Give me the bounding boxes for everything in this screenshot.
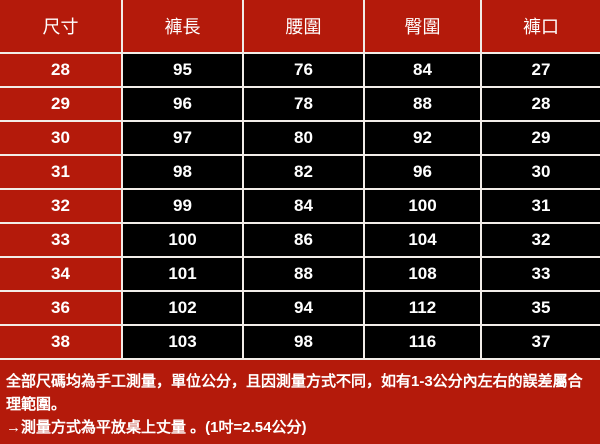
column-header: 臀圍 (363, 0, 482, 54)
table-row: 32 99 84 100 31 (0, 188, 600, 224)
measurement-cell: 80 (242, 120, 365, 156)
table-row: 36 102 94 112 35 (0, 290, 600, 326)
column-header: 褲口 (480, 0, 600, 54)
size-cell: 28 (0, 52, 123, 88)
measurement-cell: 97 (121, 120, 244, 156)
note-line-1: 全部尺碼均為手工測量，單位公分，且因測量方式不同，如有1-3公分內左右的誤差屬合… (6, 373, 583, 413)
measurement-cell: 98 (242, 324, 365, 360)
table-row: 38 103 98 116 37 (0, 324, 600, 360)
measurement-cell: 84 (363, 52, 482, 88)
measurement-cell: 30 (480, 154, 600, 190)
measurement-cell: 27 (480, 52, 600, 88)
size-cell: 38 (0, 324, 123, 360)
table-row: 31 98 82 96 30 (0, 154, 600, 190)
size-cell: 30 (0, 120, 123, 156)
measurement-cell: 35 (480, 290, 600, 326)
measurement-cell: 82 (242, 154, 365, 190)
measurement-cell: 98 (121, 154, 244, 190)
header-row: 尺寸 褲長 腰圍 臀圍 褲口 (0, 0, 600, 54)
measurement-cell: 96 (363, 154, 482, 190)
measurement-cell: 116 (363, 324, 482, 360)
measurement-cell: 92 (363, 120, 482, 156)
measurement-cell: 28 (480, 86, 600, 122)
size-cell: 36 (0, 290, 123, 326)
size-cell: 31 (0, 154, 123, 190)
measurement-notes: 全部尺碼均為手工測量，單位公分，且因測量方式不同，如有1-3公分內左右的誤差屬合… (0, 360, 600, 439)
measurement-cell: 32 (480, 222, 600, 258)
measurement-cell: 29 (480, 120, 600, 156)
note-line-2: →測量方式為平放桌上丈量 。(1吋=2.54公分) (6, 419, 307, 436)
measurement-cell: 78 (242, 86, 365, 122)
table-row: 29 96 78 88 28 (0, 86, 600, 122)
measurement-cell: 100 (121, 222, 244, 258)
measurement-cell: 86 (242, 222, 365, 258)
measurement-cell: 101 (121, 256, 244, 292)
table-row: 33 100 86 104 32 (0, 222, 600, 258)
measurement-cell: 94 (242, 290, 365, 326)
measurement-cell: 88 (242, 256, 365, 292)
measurement-cell: 112 (363, 290, 482, 326)
measurement-cell: 37 (480, 324, 600, 360)
table-row: 28 95 76 84 27 (0, 52, 600, 88)
measurement-cell: 108 (363, 256, 482, 292)
size-table: 尺寸 褲長 腰圍 臀圍 褲口 28 95 76 84 27 29 96 78 88 28 30 97 80 92 2… (0, 0, 600, 360)
column-header: 尺寸 (0, 0, 123, 54)
measurement-cell: 100 (363, 188, 482, 224)
measurement-cell: 104 (363, 222, 482, 258)
measurement-cell: 88 (363, 86, 482, 122)
measurement-cell: 95 (121, 52, 244, 88)
measurement-cell: 103 (121, 324, 244, 360)
measurement-cell: 33 (480, 256, 600, 292)
size-cell: 33 (0, 222, 123, 258)
measurement-cell: 102 (121, 290, 244, 326)
table-row: 34 101 88 108 33 (0, 256, 600, 292)
column-header: 腰圍 (242, 0, 365, 54)
measurement-cell: 31 (480, 188, 600, 224)
size-cell: 34 (0, 256, 123, 292)
table-row: 30 97 80 92 29 (0, 120, 600, 156)
measurement-cell: 96 (121, 86, 244, 122)
measurement-cell: 84 (242, 188, 365, 224)
size-cell: 29 (0, 86, 123, 122)
size-cell: 32 (0, 188, 123, 224)
measurement-cell: 76 (242, 52, 365, 88)
measurement-cell: 99 (121, 188, 244, 224)
column-header: 褲長 (121, 0, 244, 54)
